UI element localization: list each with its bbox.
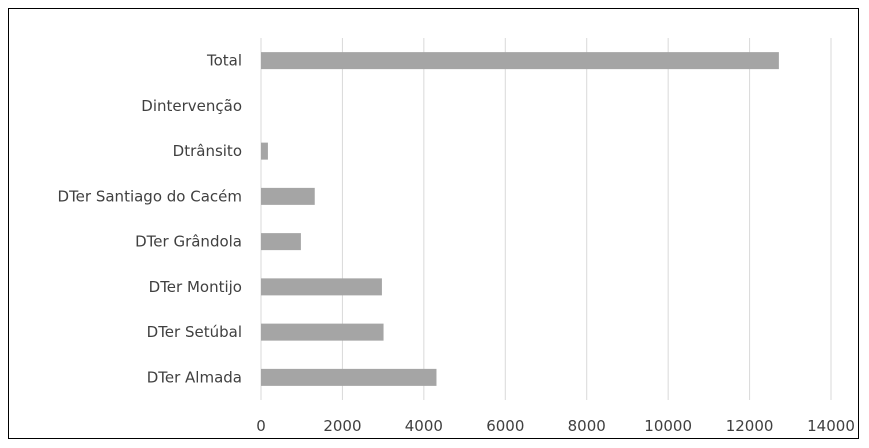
x-tick-label: 6000 — [486, 417, 524, 435]
category-label: DTer Setúbal — [147, 323, 242, 341]
category-labels: Total Dintervenção Dtrânsito DTer Santiago … — [58, 52, 242, 387]
category-label: DTer Almada — [147, 368, 242, 386]
x-tick-label: 12000 — [726, 417, 774, 435]
gridlines — [260, 38, 832, 400]
category-label: Dintervenção — [141, 97, 242, 115]
category-label: Total — [206, 52, 242, 70]
x-tick-label: 10000 — [644, 417, 692, 435]
bar — [261, 52, 779, 70]
x-tick-labels: 0 2000 4000 6000 8000 10000 12000 14000 — [256, 417, 855, 435]
bar — [261, 323, 384, 341]
bar — [261, 368, 437, 386]
x-tick-label: 4000 — [405, 417, 443, 435]
chart-frame — [8, 8, 859, 439]
x-tick-label: 8000 — [568, 417, 606, 435]
bars — [261, 52, 779, 386]
category-label: Dtrânsito — [173, 142, 242, 160]
bar — [261, 278, 382, 296]
x-tick-label: 0 — [256, 417, 266, 435]
bar — [261, 187, 315, 205]
category-label: DTer Montijo — [149, 278, 242, 296]
bar — [261, 142, 268, 160]
x-tick-label: 2000 — [323, 417, 361, 435]
bar — [261, 233, 301, 251]
category-label: DTer Grândola — [135, 233, 242, 251]
x-tick-label: 14000 — [807, 417, 855, 435]
category-label: DTer Santiago do Cacém — [58, 187, 242, 205]
